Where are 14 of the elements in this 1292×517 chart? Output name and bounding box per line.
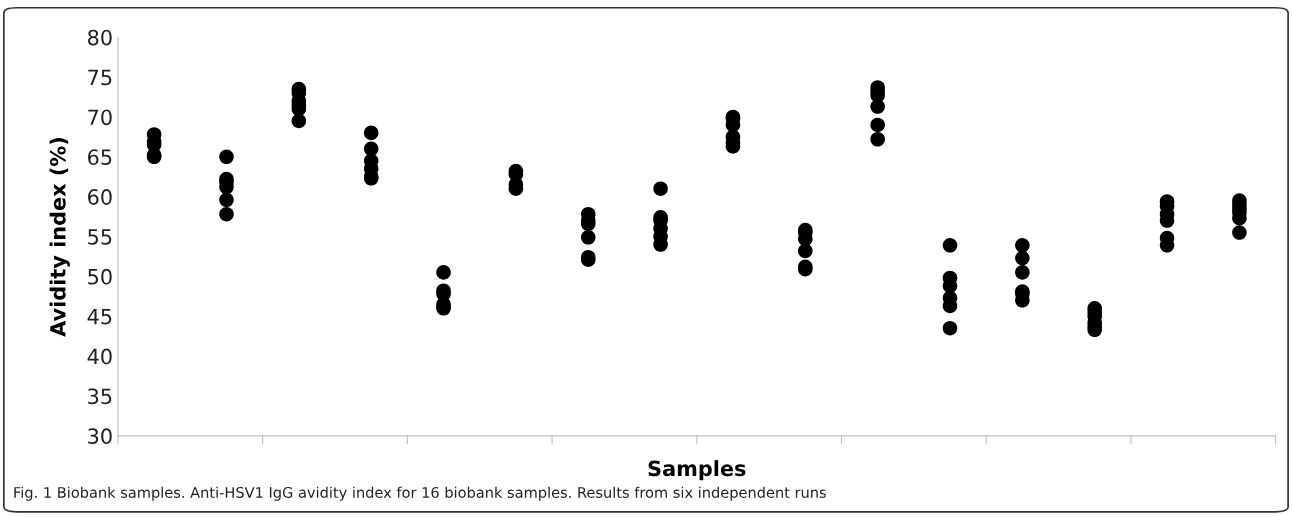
y-tick-label: 55 (88, 229, 112, 245)
y-tick-label: 65 (88, 149, 112, 166)
y-tick-label: 40 (87, 348, 112, 365)
y-tick-label: 75 (88, 69, 112, 86)
x-axis-title: Samples (648, 460, 746, 481)
y-tick-label: 35 (88, 388, 112, 405)
y-tick-label: 50 (88, 268, 112, 285)
caption: Fig. 1 Biobank samples. Anti-HSV1 IgG avidity index for 16 biobank samples. Results from six independent runs (14, 486, 826, 501)
y-tick-label: 70 (88, 109, 112, 126)
y-tick-label: 80 (88, 29, 112, 46)
y-tick-label: 45 (87, 308, 112, 325)
y-axis-title: Avidity index (%) (49, 138, 70, 337)
y-tick-label: 30 (88, 428, 112, 445)
y-tick-label: 60 (88, 189, 112, 205)
